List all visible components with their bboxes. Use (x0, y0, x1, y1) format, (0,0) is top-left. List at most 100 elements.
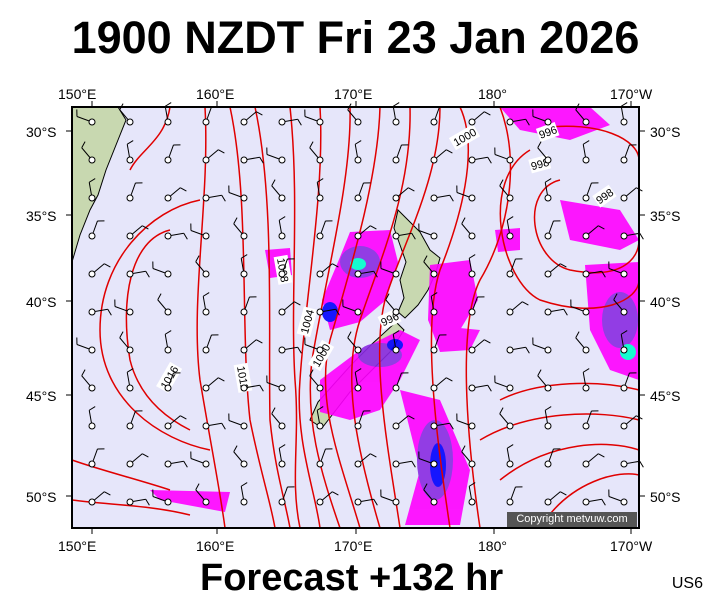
wind-barb-flag (461, 445, 466, 452)
station-marker (202, 308, 210, 316)
station-marker (88, 194, 96, 202)
station-marker (544, 384, 552, 392)
station-marker (354, 346, 362, 354)
wind-barb-grid (76, 102, 644, 506)
wind-barb-flag (126, 368, 134, 373)
wind-barb-flag (430, 292, 438, 297)
station-marker (202, 270, 210, 278)
station-marker (620, 384, 628, 392)
station-marker (506, 422, 514, 430)
wind-barb-flag (487, 156, 492, 164)
station-marker (126, 156, 134, 164)
wind-barb-flag (195, 255, 200, 262)
lat-label: 40°S (650, 294, 681, 310)
station-marker (126, 384, 134, 392)
wind-barb-flag (297, 118, 302, 126)
station-marker (582, 346, 590, 354)
station-marker (506, 384, 514, 392)
wind-barb-flag (354, 368, 362, 373)
wind-barb-flag (218, 149, 225, 154)
station-marker (392, 346, 400, 354)
lon-label: 180° (478, 538, 507, 554)
wind-barb-flag (119, 331, 124, 338)
station-marker (278, 346, 286, 354)
wind-barb-flag (81, 369, 86, 376)
station-marker (240, 156, 248, 164)
station-marker (354, 118, 362, 126)
station-marker (278, 308, 286, 316)
station-marker (88, 422, 96, 430)
station-marker (544, 346, 552, 354)
wind-barb-flag (522, 301, 529, 306)
station-marker (620, 498, 628, 506)
station-marker (278, 156, 286, 164)
wind-barb-flag (183, 232, 188, 240)
wind-barb-flag (468, 254, 476, 259)
station-marker (88, 156, 96, 164)
wind-barb-flag (104, 263, 111, 268)
station-marker (316, 118, 324, 126)
isobar-label: 1012 (234, 365, 250, 391)
station-marker (202, 156, 210, 164)
station-marker (544, 498, 552, 506)
station-marker (316, 194, 324, 202)
wind-barb-flag (601, 270, 606, 278)
wind-barb-flag (499, 179, 504, 186)
station-marker (430, 308, 438, 316)
station-marker (202, 460, 210, 468)
wind-barb-flag (164, 102, 172, 107)
station-marker (468, 346, 476, 354)
station-marker (392, 460, 400, 468)
wind-barb-flag (544, 178, 552, 183)
station-marker (620, 270, 628, 278)
station-marker (582, 232, 590, 240)
wind-barb-flag (142, 225, 149, 230)
station-marker (582, 194, 590, 202)
station-marker (88, 460, 96, 468)
station-marker (202, 346, 210, 354)
station-marker (430, 156, 438, 164)
station-marker (202, 422, 210, 430)
station-marker (164, 384, 172, 392)
wind-barb-flag (309, 369, 314, 376)
lat-label: 50°S (650, 489, 681, 505)
station-marker (506, 194, 514, 202)
station-marker (354, 498, 362, 506)
wind-barb-flag (575, 331, 580, 338)
lon-label: 170°W (610, 538, 653, 554)
lat-label: 45°S (26, 388, 57, 404)
wind-barb-flag (506, 444, 514, 449)
wind-barb-flag (449, 422, 454, 430)
station-marker (620, 460, 628, 468)
wind-barb-flag (256, 111, 263, 116)
wind-barb-flag (620, 102, 628, 107)
wind-barb-flag (484, 111, 491, 116)
wind-barb-flag (180, 415, 187, 420)
station-marker (164, 270, 172, 278)
station-marker (544, 194, 552, 202)
station-marker (316, 156, 324, 164)
station-marker (468, 460, 476, 468)
station-marker (582, 460, 590, 468)
station-marker (468, 156, 476, 164)
wind-barb-flag (560, 491, 567, 496)
lon-label: 150°E (58, 86, 97, 102)
wind-barb-flag (142, 453, 149, 458)
wind-barb-flag (639, 232, 644, 240)
wind-barb-flag (157, 293, 162, 300)
wind-barb-flag (446, 377, 453, 382)
wind-barb-flag (601, 498, 606, 506)
wind-barb-flag (408, 187, 415, 192)
station-marker (582, 270, 590, 278)
station-marker (354, 422, 362, 430)
station-marker (88, 346, 96, 354)
station-marker (240, 346, 248, 354)
station-marker (392, 194, 400, 202)
wind-barb-flag (104, 491, 111, 496)
station-marker (164, 232, 172, 240)
station-marker (88, 118, 96, 126)
wind-barb-flag (335, 308, 340, 316)
tick-marks (66, 101, 645, 534)
wind-barb-flag (297, 346, 302, 354)
